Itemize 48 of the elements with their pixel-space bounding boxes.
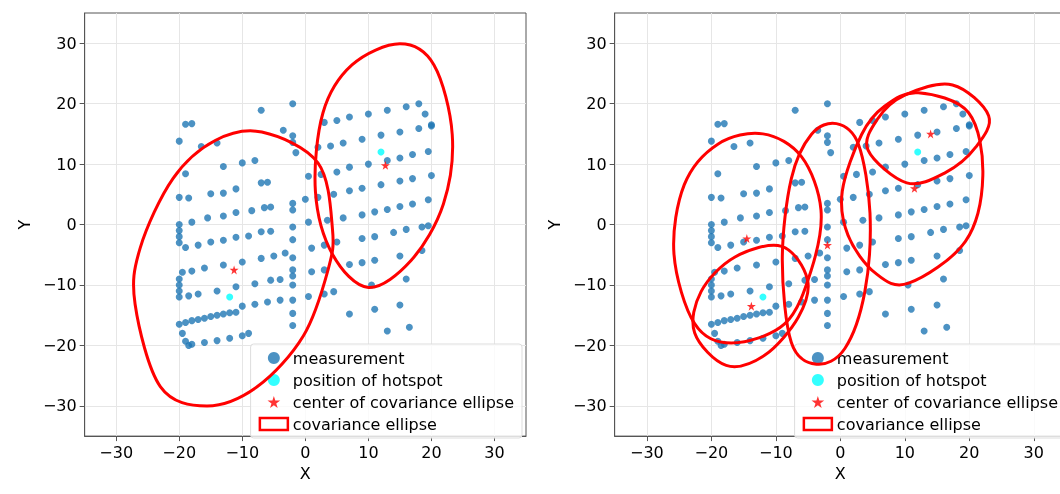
x-tick-label: 30 — [1023, 442, 1044, 462]
x-tick-label: −10 — [225, 442, 260, 462]
x-tick-label: 10 — [894, 442, 915, 462]
point — [914, 148, 922, 156]
y-tick-label: 30 — [586, 33, 607, 53]
x-axis-title: X — [834, 463, 846, 483]
x-tick-label: −20 — [694, 442, 729, 462]
x-tick-label: 0 — [300, 442, 311, 462]
y-tick-label: −20 — [42, 335, 77, 355]
y-tick-label: 20 — [56, 94, 77, 114]
x-tick-label: 20 — [959, 442, 980, 462]
x-tick-label: 30 — [484, 442, 505, 462]
y-tick-label: 30 — [56, 33, 77, 53]
x-tick-label: −30 — [630, 442, 664, 462]
legend-label: covariance ellipse — [836, 414, 981, 434]
y-tick-label: 0 — [66, 215, 77, 235]
y-tick-label: −30 — [572, 396, 607, 416]
y-tick-label: −30 — [42, 396, 77, 416]
x-tick-label: −20 — [162, 442, 197, 462]
point — [926, 129, 936, 139]
x-tick-label: 20 — [421, 442, 442, 462]
y-tick-label: 20 — [586, 94, 607, 114]
x-tick-label: 10 — [358, 442, 379, 462]
y-tick-label: 10 — [586, 154, 607, 174]
y-tick-label: 0 — [596, 215, 607, 235]
x-axis-title: X — [299, 463, 311, 483]
point — [822, 240, 832, 250]
point — [746, 301, 756, 311]
point — [742, 233, 752, 243]
point — [226, 293, 234, 301]
legend-label: center of covariance ellipse — [836, 392, 1058, 412]
legend-label: position of hotspot — [836, 370, 987, 390]
point — [229, 265, 239, 275]
x-tick-label: −10 — [758, 442, 793, 462]
legend-label: covariance ellipse — [292, 414, 437, 434]
legend-label: measurement — [836, 348, 949, 368]
y-tick-label: 10 — [56, 154, 77, 174]
x-tick-label: 0 — [835, 442, 846, 462]
y-axis-title: Y — [544, 219, 564, 231]
legend-label: center of covariance ellipse — [292, 392, 514, 412]
y-tick-label: −10 — [42, 275, 77, 295]
y-axis-title: Y — [14, 219, 34, 231]
x-tick-label: −30 — [99, 442, 134, 462]
y-tick-label: −20 — [572, 335, 607, 355]
legend-label: position of hotspot — [292, 370, 443, 390]
point — [380, 160, 390, 170]
y-tick-label: −10 — [572, 275, 607, 295]
legend-label: measurement — [292, 348, 405, 368]
